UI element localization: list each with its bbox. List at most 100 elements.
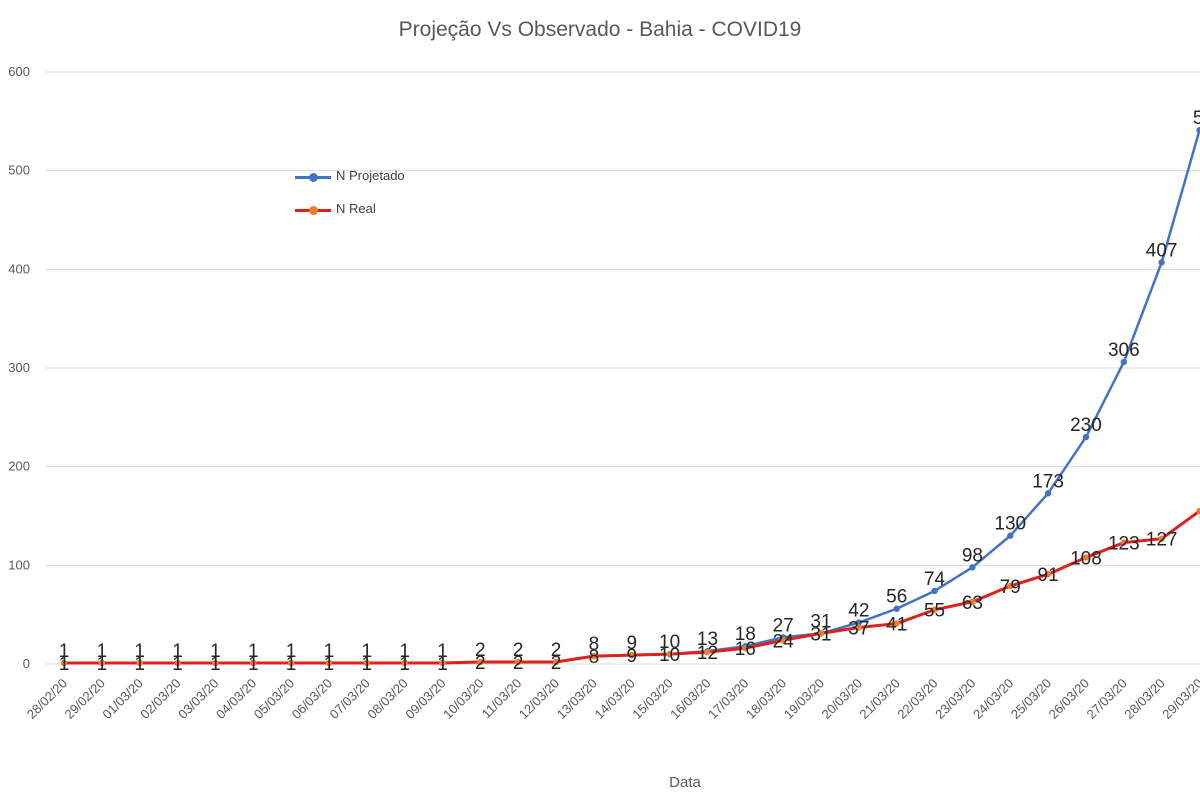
x-tick-label-13: 12/03/20 <box>516 676 562 722</box>
series-1-point-25 <box>1007 582 1014 590</box>
data-label-s0-13: 2 <box>551 640 562 661</box>
x-tick-label-4: 03/03/20 <box>175 676 221 722</box>
y-tick-label-600: 600 <box>8 64 30 79</box>
x-tick-label-15: 14/03/20 <box>591 676 637 722</box>
data-label-s1-28: 123 <box>1108 534 1140 555</box>
x-tick-label-23: 22/03/20 <box>894 676 940 722</box>
series-1-point-1 <box>98 659 106 667</box>
series-0-point-27 <box>1082 433 1090 441</box>
data-label-s1-30: 1 <box>1198 502 1200 523</box>
y-tick-label-100: 100 <box>8 557 30 572</box>
series-1-point-26 <box>1044 571 1052 578</box>
data-label-s1-24: 63 <box>962 593 983 614</box>
x-tick-label-25: 24/03/20 <box>970 676 1016 722</box>
data-label-s1-19: 24 <box>773 631 795 652</box>
legend-marker-real <box>309 206 318 215</box>
legend-marker-projetado <box>309 173 318 182</box>
x-tick-label-16: 15/03/20 <box>629 676 675 722</box>
series-1-point-3 <box>174 659 181 667</box>
data-label-s1-26: 91 <box>1038 565 1059 586</box>
data-label-s1-8: 1 <box>362 654 373 675</box>
series-1-point-21 <box>855 624 863 631</box>
data-label-s0-9: 1 <box>399 641 410 662</box>
data-label-s1-13: 2 <box>551 653 562 674</box>
data-label-s0-22: 56 <box>886 587 907 608</box>
series-1-point-0 <box>60 659 68 667</box>
series-1-point-27 <box>1082 554 1090 561</box>
x-tick-label-29: 28/03/20 <box>1121 676 1167 722</box>
data-label-s0-19: 27 <box>773 615 794 636</box>
data-label-s1-16: 10 <box>659 645 680 666</box>
series-0-point-29 <box>1158 259 1165 266</box>
x-tick-label-21: 20/03/20 <box>819 676 865 722</box>
series-0-point-28 <box>1120 358 1128 366</box>
data-label-s1-2: 1 <box>134 654 145 675</box>
data-label-s0-6: 1 <box>286 641 297 662</box>
x-tick-label-2: 01/03/20 <box>99 676 145 722</box>
series-1-point-11 <box>477 658 484 666</box>
data-label-s1-29: 127 <box>1146 530 1178 551</box>
series-0-point-25 <box>1007 532 1014 539</box>
series-1-point-23 <box>931 606 938 613</box>
x-tick-label-17: 16/03/20 <box>667 676 713 722</box>
series-0-point-30 <box>1196 126 1200 134</box>
data-label-s0-4: 1 <box>210 641 221 662</box>
data-label-s1-0: 1 <box>59 654 70 675</box>
y-tick-label-200: 200 <box>8 459 30 474</box>
x-tick-label-8: 07/03/20 <box>327 676 373 722</box>
series-1-point-10 <box>439 659 446 667</box>
data-label-s1-12: 2 <box>513 653 524 674</box>
x-tick-label-0: 28/02/20 <box>24 676 70 722</box>
series-0-point-23 <box>931 587 938 595</box>
data-label-s0-2: 1 <box>134 641 145 662</box>
data-label-s0-10: 1 <box>437 641 448 662</box>
data-label-s0-15: 9 <box>626 633 637 654</box>
series-1-point-19 <box>779 637 787 644</box>
data-label-s1-6: 1 <box>286 654 297 675</box>
data-label-s0-17: 13 <box>697 629 718 650</box>
data-label-s1-5: 1 <box>248 654 259 675</box>
y-tick-label-300: 300 <box>8 360 30 375</box>
x-tick-label-14: 13/03/20 <box>554 676 600 722</box>
data-label-s1-22: 41 <box>886 615 907 636</box>
x-tick-label-30: 29/03/20 <box>1159 676 1200 722</box>
x-tick-label-11: 10/03/20 <box>440 676 486 722</box>
series-1-point-8 <box>363 659 370 667</box>
data-label-s1-9: 1 <box>399 654 410 675</box>
x-tick-label-6: 05/03/20 <box>251 676 297 722</box>
series-1-point-7 <box>325 659 333 667</box>
series-0-point-22 <box>893 605 900 612</box>
series-1-point-6 <box>287 659 295 667</box>
data-label-s1-17: 12 <box>697 643 718 664</box>
data-label-s1-18: 16 <box>735 639 756 660</box>
data-label-s0-18: 18 <box>735 624 756 645</box>
series-1-point-28 <box>1120 539 1128 546</box>
data-label-s0-1: 1 <box>97 641 108 662</box>
series-1-point-14 <box>590 652 598 660</box>
x-tick-label-1: 29/02/20 <box>62 676 108 722</box>
data-label-s0-0: 1 <box>59 641 70 662</box>
data-label-s0-12: 2 <box>513 640 524 661</box>
series-1-point-17 <box>704 648 711 656</box>
x-tick-label-10: 09/03/20 <box>402 676 448 722</box>
series-1-point-9 <box>401 659 408 667</box>
x-axis-label: Data <box>669 774 701 791</box>
series-1-point-13 <box>552 658 560 666</box>
series-1-point-18 <box>742 645 749 652</box>
data-label-s0-24: 98 <box>962 545 983 566</box>
data-label-s1-21: 37 <box>848 618 869 639</box>
data-label-s1-25: 79 <box>1000 577 1021 598</box>
data-label-s0-23: 74 <box>924 569 946 590</box>
y-tick-label-500: 500 <box>8 163 30 178</box>
series-0-point-21 <box>855 619 863 626</box>
data-label-s1-4: 1 <box>210 654 221 675</box>
series-1-point-20 <box>817 630 825 637</box>
legend-label-projetado: N Projetado <box>336 168 405 183</box>
data-label-s1-7: 1 <box>324 654 335 675</box>
series-1-point-16 <box>666 650 673 658</box>
x-tick-label-7: 06/03/20 <box>289 676 335 722</box>
x-tick-label-27: 26/03/20 <box>1046 676 1092 722</box>
data-label-s0-27: 230 <box>1070 415 1102 436</box>
